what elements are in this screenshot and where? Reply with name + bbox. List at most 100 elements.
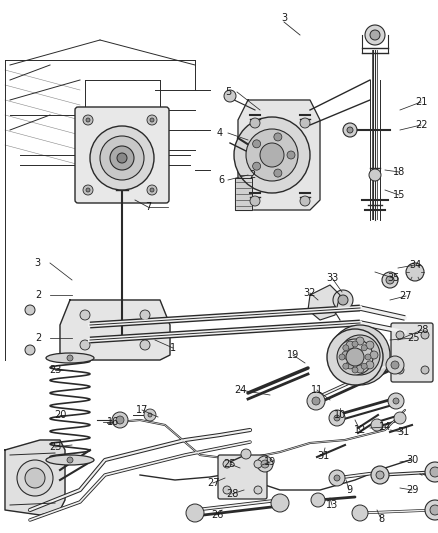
- FancyBboxPatch shape: [391, 323, 433, 382]
- Circle shape: [148, 413, 152, 417]
- Circle shape: [342, 351, 350, 359]
- Circle shape: [17, 460, 53, 496]
- Circle shape: [312, 397, 320, 405]
- Text: 18: 18: [393, 167, 405, 177]
- Text: 34: 34: [409, 260, 421, 270]
- Text: 30: 30: [406, 455, 418, 465]
- Circle shape: [83, 185, 93, 195]
- Text: 14: 14: [379, 422, 391, 432]
- Text: 22: 22: [415, 120, 427, 130]
- Circle shape: [257, 456, 273, 472]
- Text: 16: 16: [107, 417, 119, 427]
- Text: 26: 26: [211, 510, 223, 520]
- Circle shape: [371, 466, 389, 484]
- Circle shape: [241, 449, 251, 459]
- Circle shape: [261, 460, 269, 468]
- Circle shape: [421, 331, 429, 339]
- Circle shape: [352, 367, 358, 373]
- Circle shape: [388, 393, 404, 409]
- Text: 7: 7: [145, 202, 151, 212]
- Text: 9: 9: [346, 485, 352, 495]
- Circle shape: [110, 146, 134, 170]
- Circle shape: [311, 493, 325, 507]
- Circle shape: [346, 348, 364, 366]
- Circle shape: [396, 366, 404, 374]
- Text: 23: 23: [49, 365, 61, 375]
- Circle shape: [246, 129, 298, 181]
- Text: 35: 35: [387, 273, 399, 283]
- Text: 2: 2: [249, 170, 255, 180]
- Circle shape: [80, 340, 90, 350]
- Text: 31: 31: [317, 451, 329, 461]
- Circle shape: [366, 341, 374, 349]
- Circle shape: [340, 335, 380, 375]
- Circle shape: [352, 505, 368, 521]
- Circle shape: [338, 295, 348, 305]
- Circle shape: [271, 494, 289, 512]
- Text: 20: 20: [54, 410, 66, 420]
- Circle shape: [339, 354, 345, 360]
- Circle shape: [430, 467, 438, 477]
- Circle shape: [150, 118, 154, 122]
- Circle shape: [352, 341, 358, 347]
- Circle shape: [370, 30, 380, 40]
- Circle shape: [365, 354, 371, 360]
- Circle shape: [347, 127, 353, 133]
- Polygon shape: [5, 440, 65, 515]
- Circle shape: [370, 351, 378, 359]
- Circle shape: [67, 355, 73, 361]
- FancyBboxPatch shape: [75, 107, 169, 203]
- Circle shape: [25, 345, 35, 355]
- Circle shape: [307, 392, 325, 410]
- Circle shape: [90, 126, 154, 190]
- Circle shape: [366, 361, 374, 369]
- Text: 21: 21: [415, 97, 427, 107]
- Circle shape: [254, 460, 262, 468]
- Circle shape: [391, 361, 399, 369]
- Circle shape: [334, 475, 340, 481]
- Text: 11: 11: [311, 385, 323, 395]
- Circle shape: [333, 290, 353, 310]
- Circle shape: [80, 310, 90, 320]
- FancyBboxPatch shape: [218, 455, 267, 499]
- Text: 17: 17: [136, 405, 148, 415]
- Text: 4: 4: [217, 128, 223, 138]
- Circle shape: [116, 416, 124, 424]
- Circle shape: [430, 505, 438, 515]
- Text: 31: 31: [397, 427, 409, 437]
- Circle shape: [361, 363, 367, 369]
- Circle shape: [330, 325, 390, 385]
- Circle shape: [394, 412, 406, 424]
- Circle shape: [425, 500, 438, 520]
- Circle shape: [260, 143, 284, 167]
- Circle shape: [346, 361, 354, 369]
- Text: 27: 27: [400, 291, 412, 301]
- Circle shape: [144, 409, 156, 421]
- Text: 28: 28: [416, 325, 428, 335]
- Circle shape: [150, 188, 154, 192]
- Text: 33: 33: [326, 273, 338, 283]
- Circle shape: [117, 153, 127, 163]
- Circle shape: [393, 398, 399, 404]
- Circle shape: [254, 486, 262, 494]
- Circle shape: [147, 115, 157, 125]
- Polygon shape: [238, 100, 320, 210]
- Circle shape: [250, 118, 260, 128]
- Circle shape: [25, 305, 35, 315]
- Circle shape: [406, 263, 424, 281]
- Circle shape: [86, 118, 90, 122]
- Circle shape: [83, 115, 93, 125]
- Text: 6: 6: [218, 175, 224, 185]
- Circle shape: [365, 25, 385, 45]
- Circle shape: [346, 341, 354, 349]
- Circle shape: [343, 363, 349, 369]
- Circle shape: [376, 471, 384, 479]
- Circle shape: [361, 345, 367, 351]
- Circle shape: [140, 340, 150, 350]
- Circle shape: [234, 117, 310, 193]
- Circle shape: [356, 365, 364, 373]
- Text: 15: 15: [393, 190, 405, 200]
- Circle shape: [25, 468, 45, 488]
- Text: 1: 1: [170, 343, 176, 353]
- Circle shape: [223, 460, 231, 468]
